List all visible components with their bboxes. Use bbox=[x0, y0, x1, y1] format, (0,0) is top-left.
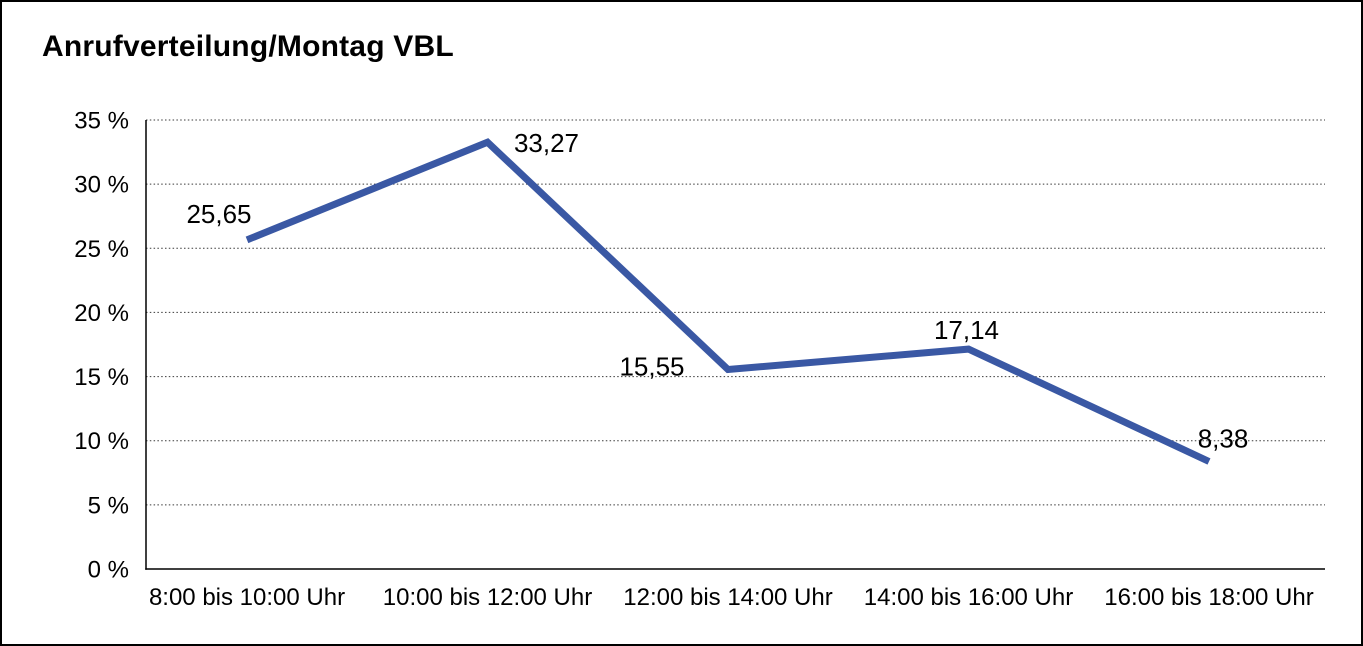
data-point-label: 33,27 bbox=[514, 128, 579, 158]
y-tick-label: 10 % bbox=[74, 428, 129, 455]
data-point-label: 25,65 bbox=[186, 199, 251, 229]
chart-title: Anrufverteilung/Montag VBL bbox=[42, 30, 454, 63]
x-category-label: 16:00 bis 18:00 Uhr bbox=[1104, 584, 1313, 611]
data-point-label: 8,38 bbox=[1198, 424, 1249, 454]
y-tick-label: 20 % bbox=[74, 300, 129, 327]
x-category-label: 12:00 bis 14:00 Uhr bbox=[623, 584, 832, 611]
y-tick-label: 25 % bbox=[74, 236, 129, 263]
x-category-label: 10:00 bis 12:00 Uhr bbox=[383, 584, 592, 611]
series-line bbox=[245, 138, 1211, 465]
data-point-label: 17,14 bbox=[934, 315, 999, 345]
y-tick-label: 5 % bbox=[88, 492, 129, 519]
y-tick-label: 35 % bbox=[74, 108, 129, 135]
y-tick-label: 30 % bbox=[74, 172, 129, 199]
data-point-label: 15,55 bbox=[619, 352, 684, 382]
y-tick-label: 15 % bbox=[74, 364, 129, 391]
x-category-label: 14:00 bis 16:00 Uhr bbox=[864, 584, 1073, 611]
x-category-label: 8:00 bis 10:00 Uhr bbox=[149, 584, 345, 611]
y-tick-label: 0 % bbox=[88, 557, 129, 584]
